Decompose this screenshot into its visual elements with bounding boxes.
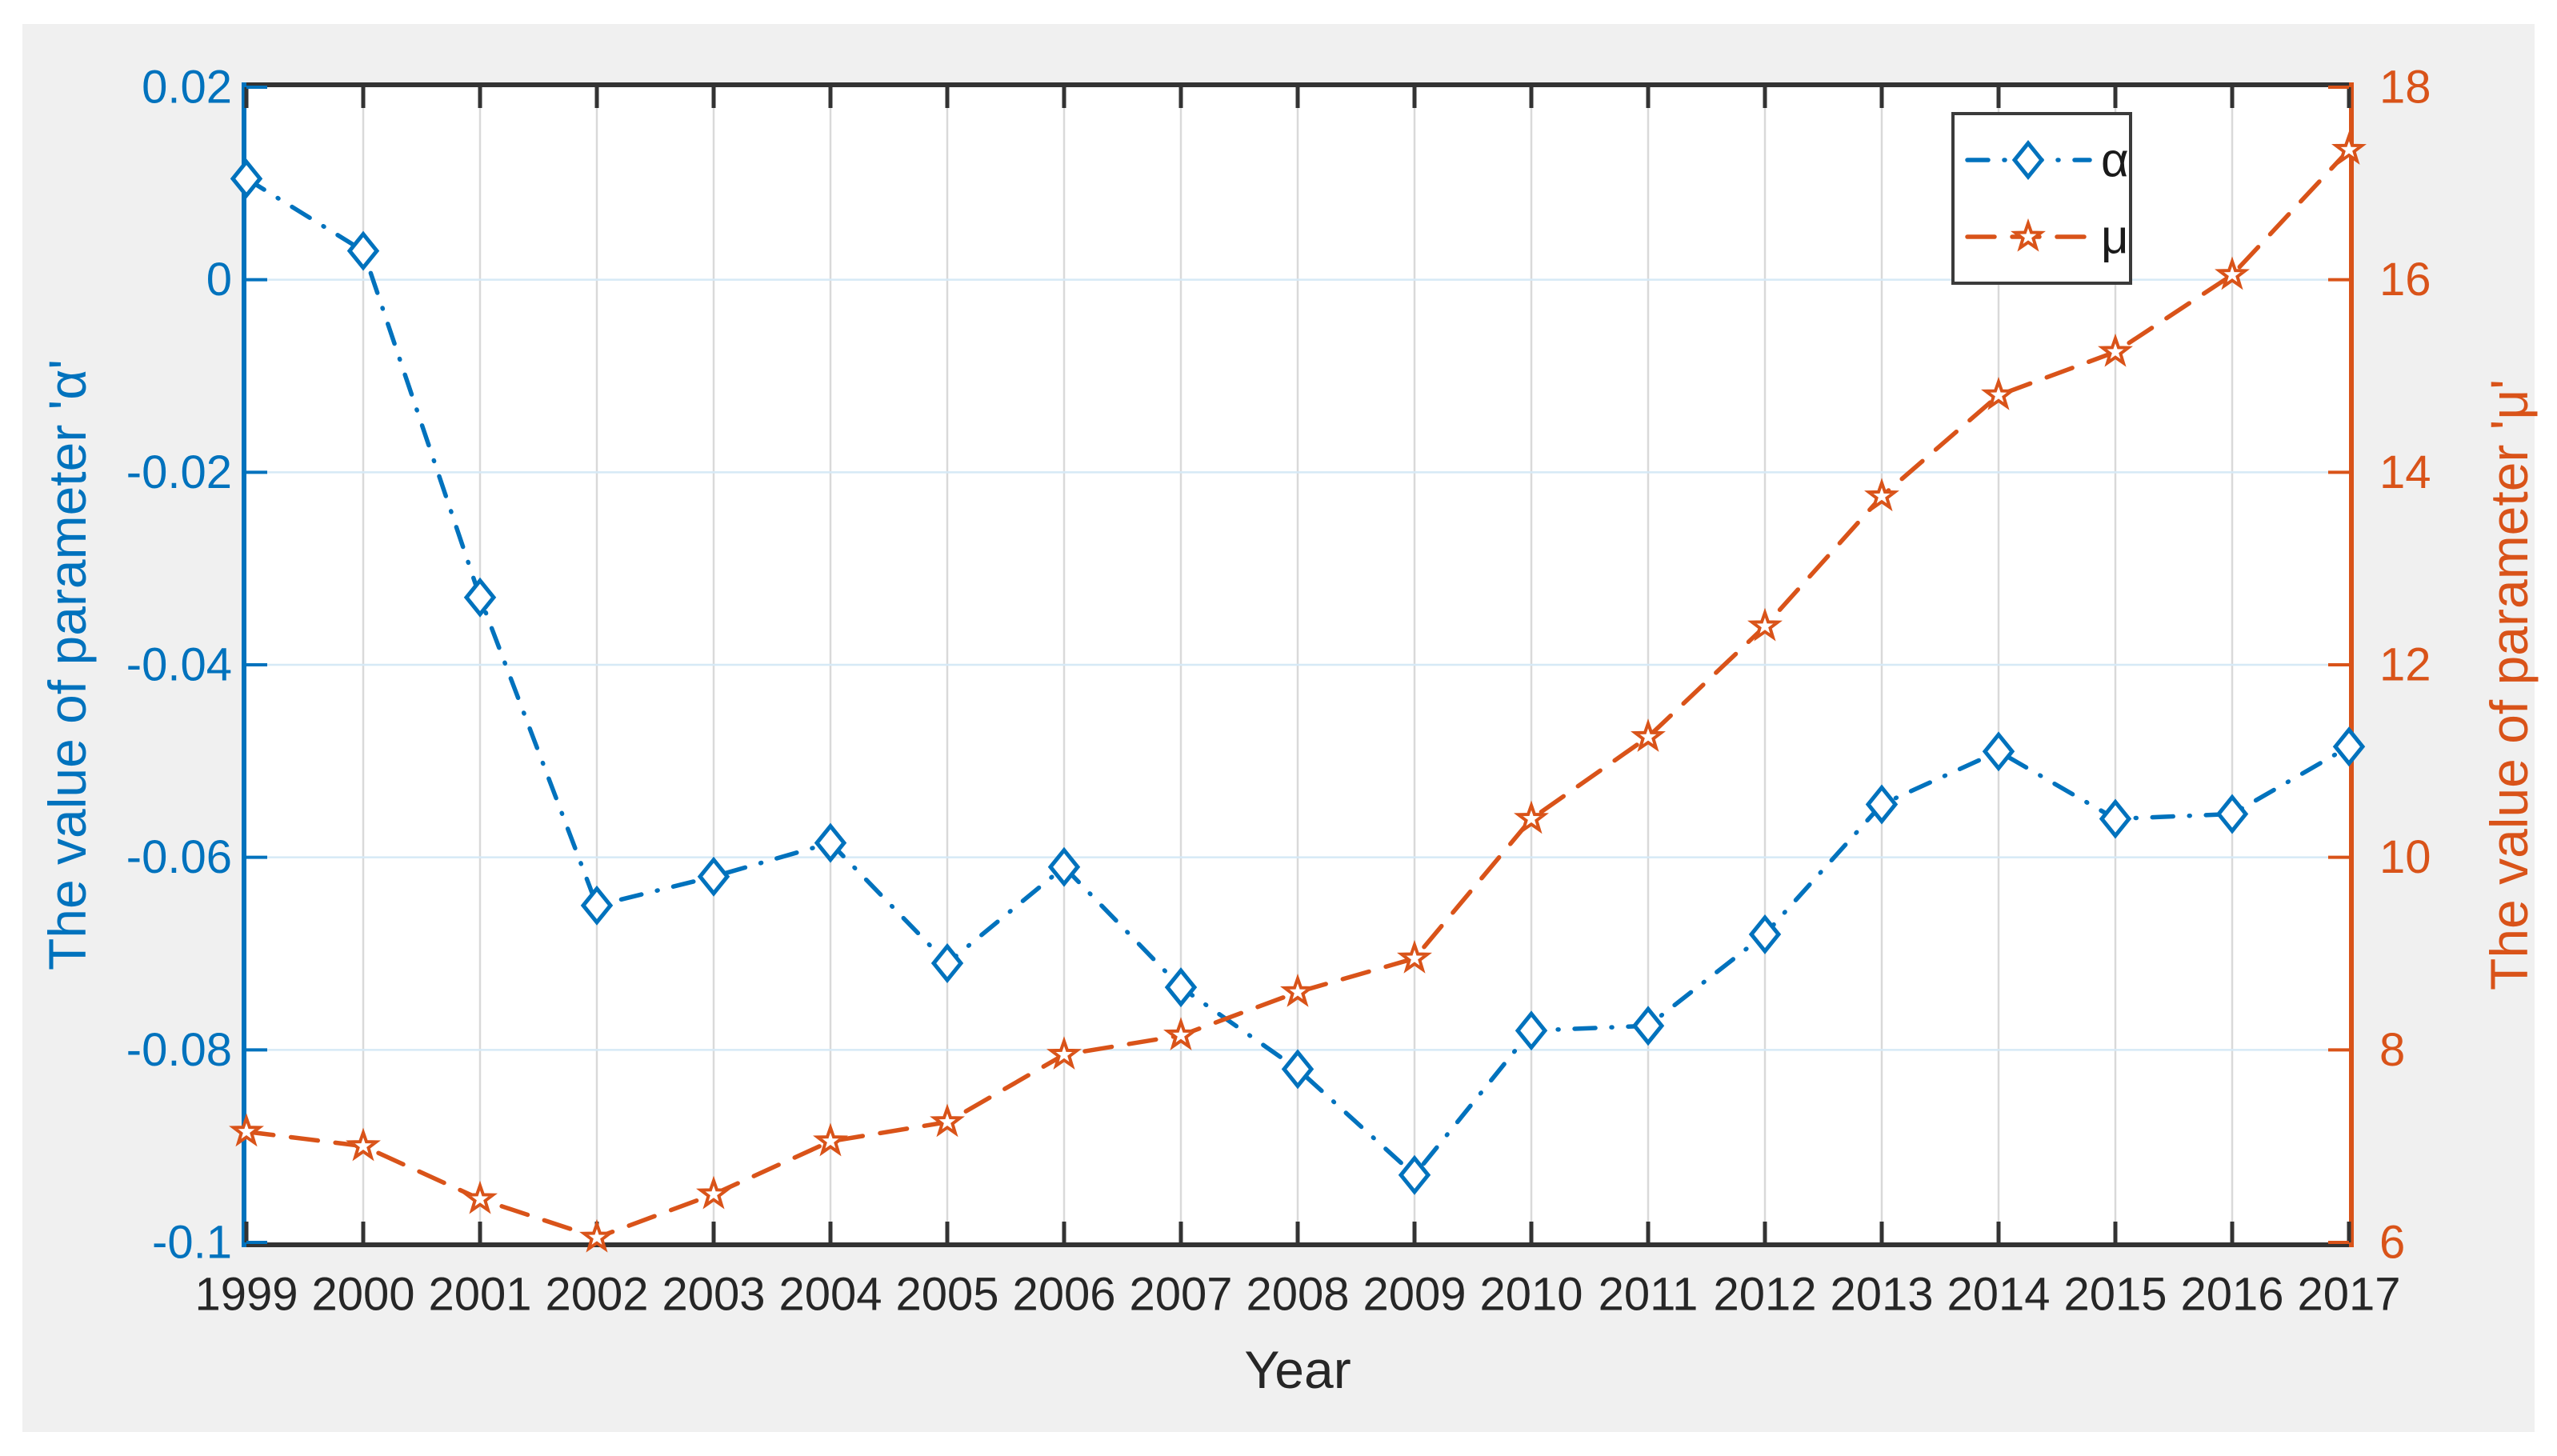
- pentagram-marker: [1747, 607, 1783, 642]
- series-alpha-markers: [230, 158, 2366, 1195]
- right-tick-label: 10: [2379, 831, 2431, 883]
- diamond-marker: [1982, 731, 2015, 772]
- x-tick-label: 2003: [662, 1269, 765, 1321]
- legend-diamond-marker: [2011, 140, 2045, 180]
- diamond-marker: [1515, 1010, 1548, 1051]
- x-tick-label: 2012: [1713, 1269, 1816, 1321]
- pentagram-marker: [1046, 1036, 1082, 1070]
- x-tick-label: 2002: [545, 1269, 648, 1321]
- diamond-marker: [1164, 967, 1198, 1008]
- pentagram-marker: [1280, 974, 1315, 1007]
- legend-label: α: [2101, 134, 2129, 187]
- x-tick-label: 2005: [895, 1269, 998, 1321]
- legend-entry-alpha: α: [1965, 134, 2129, 187]
- x-tick-labels: 1999 2000 2001 2002 2003 2004 2005 2006 2007 2008…: [194, 1269, 2400, 1321]
- right-tick-label: 6: [2379, 1217, 2405, 1269]
- x-tick-label: 2014: [1947, 1269, 2050, 1321]
- x-tick-label: 2007: [1129, 1269, 1232, 1321]
- diamond-marker: [2099, 798, 2132, 839]
- pentagram-marker: [2098, 333, 2133, 367]
- right-tick-label: 8: [2379, 1024, 2405, 1076]
- x-tick-label: 2008: [1246, 1269, 1349, 1321]
- left-tick-label: -0.08: [126, 1024, 232, 1076]
- legend-pentagram-marker: [2011, 218, 2046, 252]
- x-tick-label: 2017: [2297, 1269, 2400, 1321]
- pentagram-marker: [1514, 800, 1549, 834]
- x-tick-label: 2013: [1830, 1269, 1933, 1321]
- x-tick-label: 2015: [2063, 1269, 2167, 1321]
- pentagram-marker: [346, 1127, 381, 1162]
- pentagram-marker: [1163, 1017, 1198, 1050]
- left-tick-label: 0: [206, 254, 232, 306]
- x-tick-label: 1999: [194, 1269, 298, 1321]
- x-tick-label: 2004: [778, 1269, 882, 1321]
- legend: αμ: [1951, 112, 2132, 285]
- left-tick-label: -0.1: [152, 1217, 232, 1269]
- legend-entry-mu: μ: [1965, 210, 2129, 264]
- diamond-marker: [1281, 1049, 1315, 1090]
- right-tick-label: 18: [2379, 62, 2431, 114]
- pentagram-marker: [1631, 718, 1666, 752]
- x-tick-label: 2011: [1599, 1269, 1699, 1321]
- pentagram-marker: [696, 1175, 731, 1210]
- diamond-marker: [2332, 726, 2366, 767]
- left-tick-labels: 0.02 0 -0.02 -0.04 -0.06 -0.08 -0.1: [126, 62, 232, 1269]
- pentagram-marker: [1981, 376, 2016, 410]
- x-tick-label: 2016: [2180, 1269, 2283, 1321]
- series-mu-markers: [229, 131, 2367, 1253]
- pentagram-marker: [1397, 939, 1432, 974]
- x-tick-label: 2001: [428, 1269, 531, 1321]
- x-tick-label: 2010: [1479, 1269, 1583, 1321]
- x-tick-label: 2006: [1012, 1269, 1115, 1321]
- pentagram-marker: [462, 1180, 498, 1214]
- diamond-marker: [1865, 784, 1899, 825]
- right-tick-labels: 18 16 14 12 10 8 6: [2379, 62, 2431, 1269]
- right-tick-label: 14: [2379, 446, 2431, 498]
- diamond-marker: [230, 158, 263, 199]
- diamond-marker: [930, 943, 964, 984]
- diamond-marker: [2215, 794, 2249, 834]
- left-tick-label: -0.02: [126, 446, 232, 498]
- pentagram-marker: [1864, 478, 1899, 512]
- diamond-marker: [697, 856, 730, 897]
- diamond-marker: [463, 577, 497, 618]
- left-y-axis-label: The value of parameter 'α': [38, 359, 97, 970]
- diamond-marker: [1398, 1154, 1431, 1195]
- legend-label: μ: [2101, 210, 2129, 264]
- right-tick-marks: [2328, 86, 2349, 1244]
- diamond-marker: [580, 885, 614, 926]
- pentagram-marker: [813, 1122, 848, 1157]
- left-tick-label: -0.04: [126, 639, 232, 691]
- pentagram-marker: [930, 1103, 965, 1138]
- x-tick-label: 2000: [311, 1269, 414, 1321]
- diamond-marker: [1748, 914, 1782, 954]
- pentagram-marker: [2215, 256, 2250, 290]
- pentagram-marker: [2331, 131, 2367, 165]
- diamond-marker: [1631, 1006, 1665, 1046]
- left-tick-marks: [246, 86, 267, 1244]
- diamond-marker: [346, 230, 380, 271]
- x-axis-label: Year: [1244, 1340, 1351, 1399]
- diamond-marker: [814, 822, 847, 863]
- right-y-axis-label: The value of parameter 'μ': [2479, 379, 2539, 990]
- right-tick-label: 16: [2379, 254, 2431, 306]
- x-tick-label: 2009: [1363, 1269, 1466, 1321]
- pentagram-marker: [229, 1113, 264, 1147]
- legend-box: [1951, 112, 2132, 285]
- left-tick-label: -0.06: [126, 831, 232, 883]
- right-tick-label: 12: [2379, 639, 2431, 691]
- x-tick-marks: [244, 87, 2351, 1242]
- diamond-marker: [1047, 846, 1081, 887]
- pentagram-marker: [579, 1218, 614, 1253]
- left-tick-label: 0.02: [142, 62, 232, 114]
